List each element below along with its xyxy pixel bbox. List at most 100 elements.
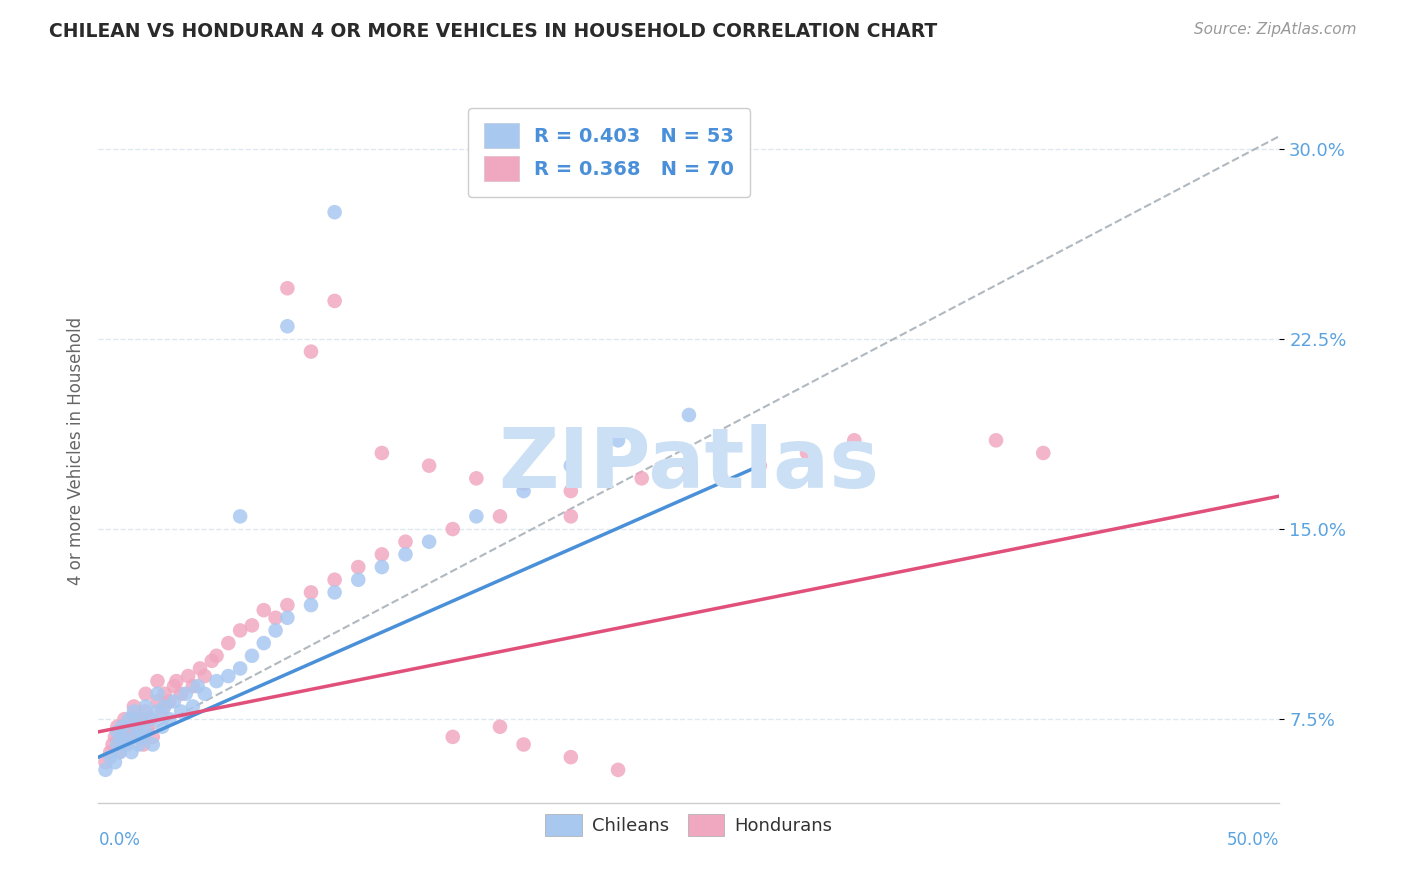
Point — [253, 603, 276, 617]
Point — [122, 712, 145, 726]
Point — [163, 679, 186, 693]
Point — [121, 745, 143, 759]
Point — [122, 730, 145, 744]
Point — [489, 720, 512, 734]
Point — [560, 509, 582, 524]
Point — [125, 720, 148, 734]
Text: Source: ZipAtlas.com: Source: ZipAtlas.com — [1194, 22, 1357, 37]
Point — [104, 730, 127, 744]
Point — [512, 476, 534, 491]
Point — [394, 548, 416, 562]
Point — [441, 522, 464, 536]
Point — [560, 483, 582, 498]
Point — [630, 471, 652, 485]
Point — [299, 598, 322, 612]
Point — [146, 694, 169, 708]
Point — [129, 712, 152, 726]
Point — [560, 750, 582, 764]
Point — [165, 674, 187, 689]
Point — [170, 687, 193, 701]
Point — [229, 624, 252, 638]
Point — [844, 434, 866, 448]
Point — [111, 730, 134, 744]
Point — [465, 471, 488, 485]
Point — [174, 687, 197, 701]
Point — [1032, 446, 1054, 460]
Point — [105, 738, 128, 752]
Point — [678, 458, 700, 473]
Point — [796, 446, 818, 460]
Point — [142, 730, 165, 744]
Point — [129, 712, 152, 726]
Point — [276, 319, 298, 334]
Point — [111, 730, 134, 744]
Point — [187, 679, 209, 693]
Point — [163, 694, 186, 708]
Point — [132, 738, 155, 752]
Point — [678, 408, 700, 422]
Point — [94, 756, 117, 770]
Point — [108, 745, 131, 759]
Point — [489, 509, 512, 524]
Point — [264, 611, 287, 625]
Point — [371, 446, 394, 460]
Point — [240, 618, 263, 632]
Point — [181, 679, 204, 693]
Point — [441, 730, 464, 744]
Point — [150, 705, 173, 719]
Point — [135, 699, 157, 714]
Point — [122, 699, 145, 714]
Point — [323, 205, 346, 219]
Point — [153, 687, 176, 701]
Point — [205, 674, 228, 689]
Point — [121, 730, 143, 744]
Point — [371, 548, 394, 562]
Point — [105, 720, 128, 734]
Point — [146, 674, 169, 689]
Point — [229, 509, 252, 524]
Point — [125, 720, 148, 734]
Point — [115, 738, 138, 752]
Point — [135, 724, 157, 739]
Point — [146, 687, 169, 701]
Point — [512, 738, 534, 752]
Point — [112, 712, 135, 726]
Point — [276, 281, 298, 295]
Point — [418, 534, 440, 549]
Point — [205, 648, 228, 663]
Point — [323, 585, 346, 599]
Point — [347, 573, 370, 587]
Point — [153, 699, 176, 714]
Point — [217, 669, 239, 683]
Point — [170, 705, 193, 719]
Point — [264, 624, 287, 638]
Point — [181, 699, 204, 714]
Point — [347, 560, 370, 574]
Point — [136, 720, 159, 734]
Point — [135, 687, 157, 701]
Point — [139, 712, 162, 726]
Point — [323, 293, 346, 308]
Point — [105, 724, 128, 739]
Point — [135, 705, 157, 719]
Point — [323, 573, 346, 587]
Point — [299, 585, 322, 599]
Point — [111, 720, 134, 734]
Point — [240, 648, 263, 663]
Point — [146, 705, 169, 719]
Point — [150, 720, 173, 734]
Point — [299, 344, 322, 359]
Point — [748, 458, 770, 473]
Text: 0.0%: 0.0% — [98, 831, 141, 849]
Point — [157, 694, 180, 708]
Point — [118, 720, 141, 734]
Point — [98, 745, 121, 759]
Point — [122, 705, 145, 719]
Point — [512, 483, 534, 498]
Point — [465, 509, 488, 524]
Point — [108, 745, 131, 759]
Point — [98, 750, 121, 764]
Point — [132, 730, 155, 744]
Point — [217, 636, 239, 650]
Point — [607, 763, 630, 777]
